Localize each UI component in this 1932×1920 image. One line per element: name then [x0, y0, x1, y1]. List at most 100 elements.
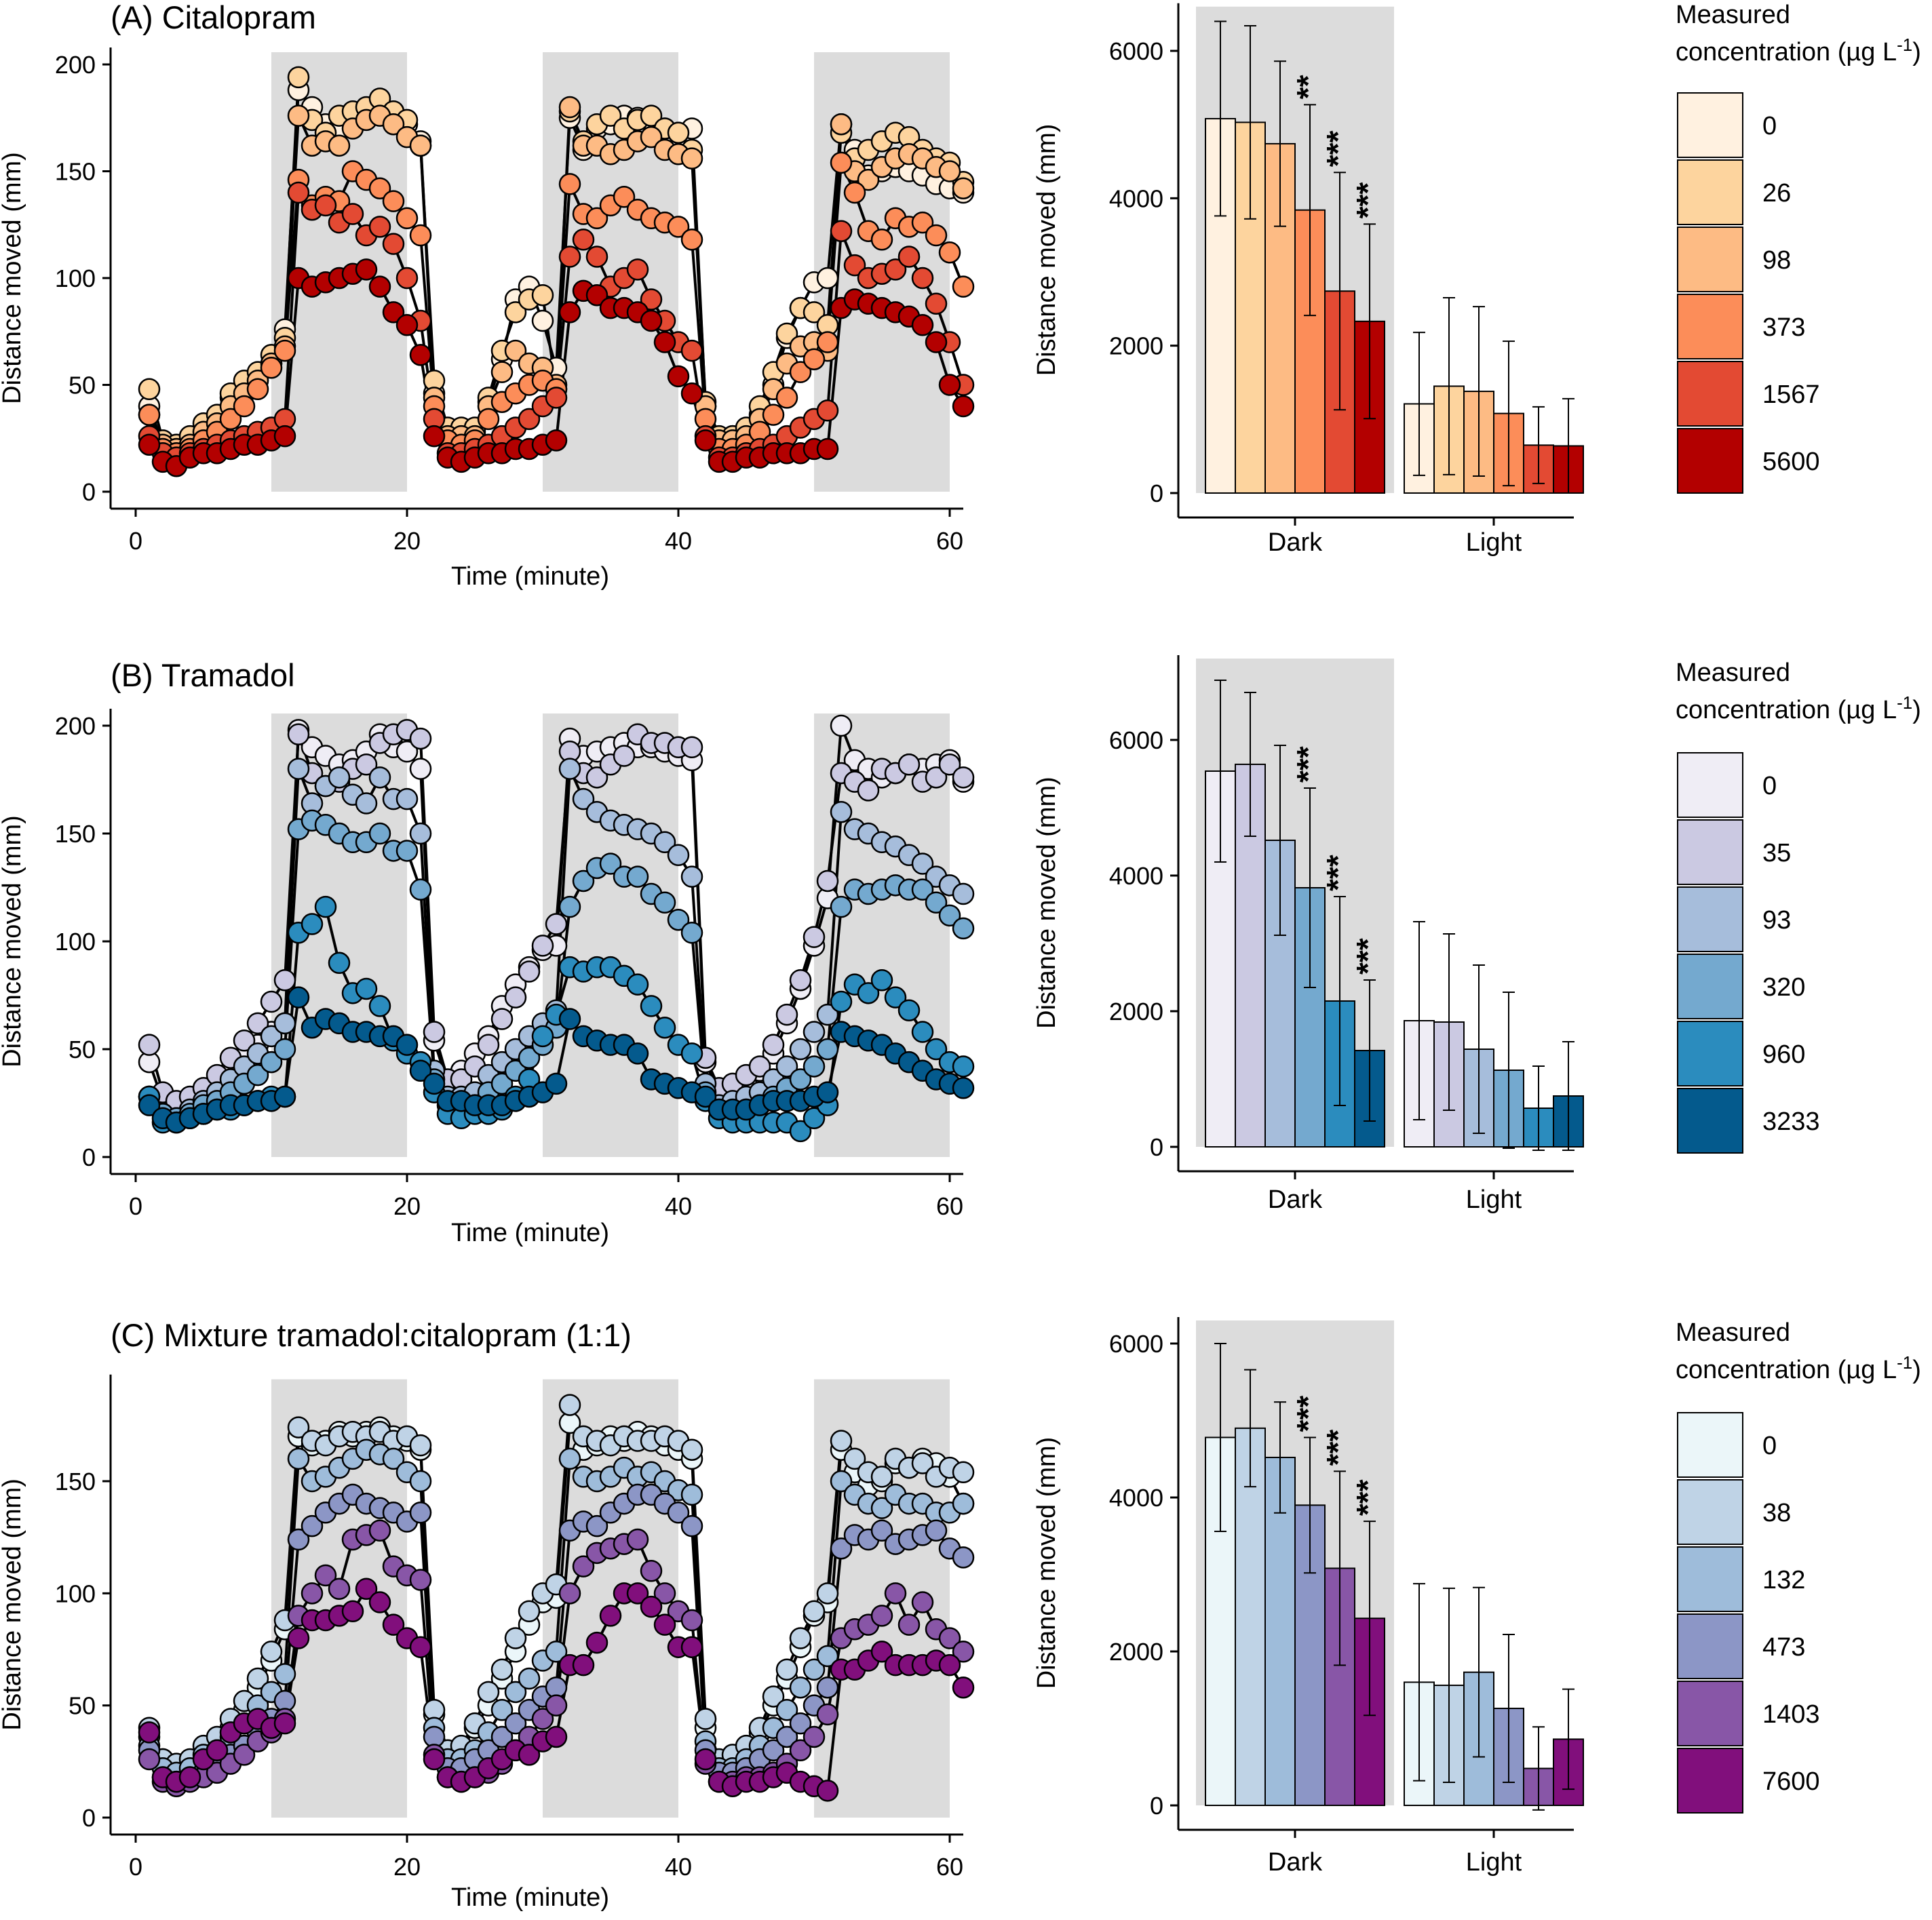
series-point — [803, 1021, 826, 1043]
series-point — [680, 229, 703, 251]
series-point — [504, 1627, 527, 1649]
series-point — [816, 1582, 839, 1605]
series-point — [585, 207, 608, 230]
series-point — [640, 288, 663, 311]
series-point — [518, 1744, 541, 1766]
series-point — [952, 1076, 975, 1099]
series-point — [233, 395, 256, 418]
series-point — [857, 779, 880, 802]
series-point — [911, 267, 934, 290]
series-point — [287, 1627, 310, 1649]
series-point — [328, 952, 351, 975]
series-point — [423, 425, 446, 448]
series-point — [287, 723, 310, 745]
series-point — [897, 999, 921, 1022]
series-point — [409, 1470, 432, 1493]
series-point — [762, 1034, 785, 1056]
series-point — [775, 322, 798, 345]
series-point — [423, 1748, 446, 1771]
line-x-tick-label: 20 — [393, 1853, 421, 1881]
series-point — [409, 727, 432, 750]
bar-y-tick-label: 0 — [1150, 479, 1163, 507]
series-point — [273, 1712, 296, 1735]
series-point — [585, 1514, 608, 1537]
series-point — [952, 177, 975, 199]
legend-swatch — [1677, 1748, 1743, 1814]
line-x-tick-label: 0 — [129, 1853, 142, 1881]
series-point — [287, 986, 310, 1008]
series-point — [382, 1447, 405, 1470]
legend-swatch — [1677, 92, 1743, 158]
series-point — [789, 1739, 812, 1762]
series-point — [382, 301, 405, 324]
series-point — [816, 1780, 839, 1802]
series-point — [803, 1600, 826, 1623]
series-point — [287, 66, 310, 89]
series-point — [531, 309, 554, 332]
series-point — [368, 1591, 391, 1613]
series-point — [694, 429, 717, 452]
series-point — [368, 766, 391, 789]
series-point — [911, 853, 934, 875]
series-point — [260, 1051, 283, 1074]
series-point — [680, 147, 703, 170]
series-point — [395, 787, 419, 810]
legend-title-line2: concentration (µg L-1) — [1676, 35, 1921, 66]
series-point — [409, 224, 432, 247]
series-point — [803, 1055, 826, 1078]
series-point — [938, 753, 961, 776]
series-point — [803, 1725, 826, 1748]
series-point — [884, 986, 907, 1008]
bar — [1235, 1427, 1266, 1807]
series-point — [938, 160, 961, 182]
series-point — [504, 1681, 527, 1704]
series-point — [952, 1492, 975, 1515]
significance-marker: *** — [1350, 938, 1385, 975]
line-y-tick-label: 100 — [55, 928, 96, 956]
series-point — [395, 314, 419, 336]
series-point — [925, 224, 948, 247]
legend-label: 93 — [1762, 906, 1791, 935]
series-point — [938, 374, 961, 396]
series-point — [911, 1591, 934, 1613]
series-point — [477, 408, 500, 431]
series-point — [545, 1072, 568, 1095]
series-point — [925, 1519, 948, 1542]
series-point — [260, 357, 283, 379]
legend-title-end: ) — [1912, 38, 1921, 66]
legend-label: 1403 — [1762, 1700, 1820, 1729]
series-point — [409, 1059, 432, 1082]
bar — [1264, 840, 1296, 1148]
series-point — [490, 1699, 514, 1721]
legend-swatch — [1677, 819, 1743, 885]
series-point — [382, 233, 405, 255]
series-point — [545, 1641, 568, 1663]
legend-swatch — [1677, 294, 1743, 359]
series-point — [585, 1631, 608, 1654]
series-point — [355, 977, 378, 1000]
bar-y-tick-label: 2000 — [1109, 332, 1163, 360]
significance-marker: *** — [1320, 1430, 1355, 1466]
bar — [1205, 117, 1236, 494]
series-point — [952, 275, 975, 298]
series-point — [803, 348, 826, 370]
series-point — [518, 1600, 541, 1623]
series-point — [762, 404, 785, 426]
series-point — [138, 1748, 161, 1771]
legend-swatch — [1677, 1412, 1743, 1478]
bar-y-tick-label: 6000 — [1109, 1330, 1163, 1358]
series-point — [518, 1667, 541, 1690]
panel-title: (C) Mixture tramadol:citalopram (1:1) — [111, 1317, 632, 1353]
series-point — [531, 1025, 554, 1048]
series-point — [803, 301, 826, 324]
series-point — [938, 1653, 961, 1677]
series-point — [897, 1613, 921, 1636]
series-point — [395, 840, 419, 862]
legend-title-line1: Measured — [1676, 1318, 1790, 1347]
series-point — [314, 895, 337, 918]
series-point — [613, 186, 636, 208]
series-point — [830, 895, 853, 918]
series-point — [233, 1030, 256, 1052]
series-point — [775, 1658, 798, 1681]
legend-swatch — [1677, 361, 1743, 427]
